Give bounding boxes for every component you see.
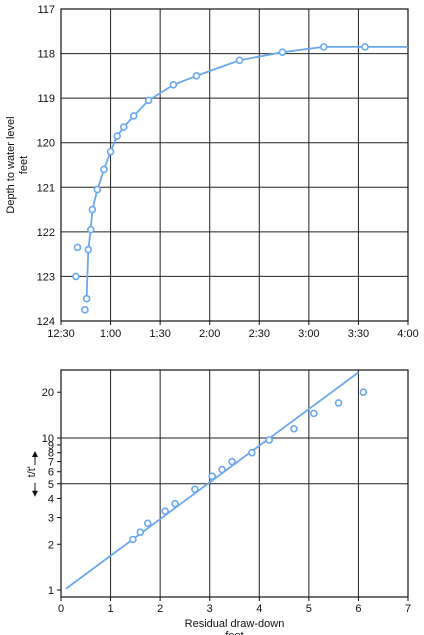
x-tick-label: 3:30 [348,328,369,340]
y-tick-label: 10 [42,433,54,445]
annotation-label: t/t' [26,466,38,477]
x-tick-label: 12:30 [47,328,75,340]
y-tick-label: 122 [37,227,55,239]
y-tick-label: 1 [48,585,54,597]
y-axis-label-unit: feet [18,156,30,174]
data-point [106,147,115,156]
data-point [171,499,179,508]
data-point [208,472,216,481]
data-point [136,528,145,537]
data-point [228,457,236,466]
y-tick-label: 119 [37,93,55,105]
x-axis-label: Residual draw-down [185,618,285,630]
data-point [310,409,318,418]
data-point [278,48,287,57]
x-axis-label-unit: feet [225,630,243,635]
data-point [144,96,153,105]
y-tick-label: 3 [48,512,54,524]
data-point [235,56,244,65]
y-tick-label: 6 [48,467,54,479]
data-point [100,165,108,174]
fit-line [65,371,359,590]
recovery-chart: 12:30 1:00 1:30 2:00 2:30 3:00 3:30 4:00 117 118 1… [5,4,419,340]
x-tick-label: 2:00 [199,328,220,340]
x-tick-label: 4:00 [397,328,418,340]
y-tick-label: 2 [48,539,54,551]
data-point [248,448,256,457]
data-point [143,519,152,528]
data-point [93,185,102,194]
y-tick-label: 118 [37,49,55,61]
data-point [129,112,138,120]
x-tick-label: 1 [108,603,114,615]
x-tick-label: 2:30 [249,328,270,340]
y-tick-label: 9 [48,440,54,452]
y-tick-label: 117 [37,4,55,16]
data-point [88,205,97,214]
data-point [361,43,369,51]
x-tick-label: 7 [405,603,411,615]
y-axis-label: Depth to water level [5,116,17,213]
data-point [218,465,226,474]
y-tick-label: 20 [42,387,54,399]
y-tick-label: 5 [48,479,54,491]
x-tick-label: 3 [207,603,213,615]
y-tick-label: 7 [48,457,54,469]
data-point [81,306,89,314]
x-tick-label: 1:30 [149,328,170,340]
data-point [82,294,91,303]
y-tick-label: 123 [37,271,55,283]
data-point [119,123,128,131]
data-point [72,272,80,281]
data-point [86,225,95,234]
data-point [359,388,368,397]
data-point [290,424,298,433]
series-line [85,46,408,299]
data-point [169,80,178,89]
y-tick-label: 8 [48,448,54,460]
x-tick-label: 4 [256,603,262,615]
plot-frame [60,8,409,322]
data-point [265,436,274,444]
data-point [191,485,199,494]
x-tick-label: 5 [306,603,312,615]
x-tick-label: 6 [355,603,361,615]
data-point [319,43,328,51]
data-point [73,243,82,252]
annotation-arrowhead-down [32,490,38,497]
plot-frame [60,369,409,598]
y-tick-label: 124 [37,316,55,328]
y-tick-label: 4 [48,493,54,505]
x-tick-label: 1:00 [100,328,121,340]
y-tick-label: 121 [37,182,55,194]
x-tick-label: 3:00 [298,328,319,340]
x-tick-label: 2 [157,603,163,615]
annotation-arrowhead-up [32,450,38,457]
data-point [334,399,343,407]
y-tick-label: 120 [37,138,55,150]
x-tick-label: 0 [58,603,64,615]
data-point [129,535,137,544]
data-point [192,72,201,80]
data-point [113,132,121,140]
data-point [84,245,93,254]
data-point [161,507,169,516]
